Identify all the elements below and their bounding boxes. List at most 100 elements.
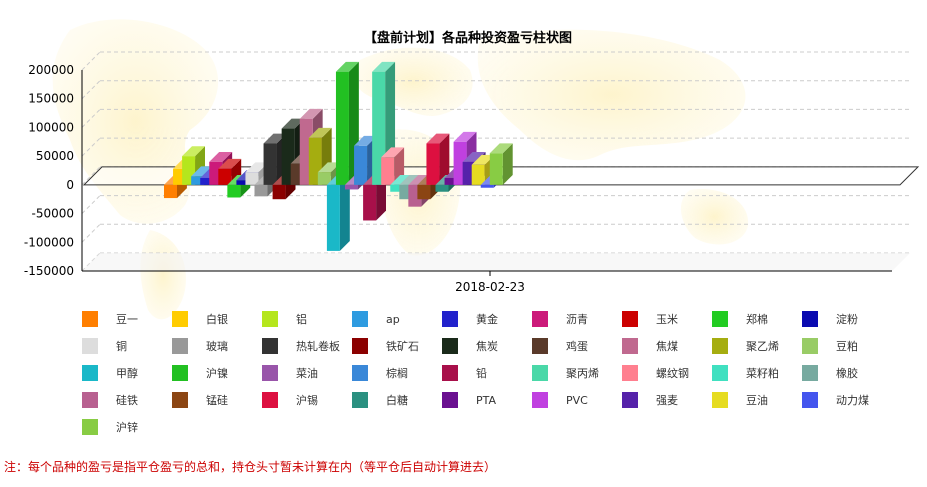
legend-label: 豆油 bbox=[746, 394, 768, 407]
bar-front bbox=[390, 184, 404, 192]
legend-item: 铜 bbox=[82, 338, 127, 354]
legend-swatch bbox=[622, 365, 638, 381]
legend-label: 焦煤 bbox=[656, 340, 678, 353]
bar-side bbox=[231, 158, 242, 185]
legend-item: 沪锡 bbox=[262, 392, 318, 408]
legend-item: 甲醇 bbox=[82, 365, 138, 381]
legend-swatch bbox=[82, 365, 98, 381]
bar-front bbox=[254, 184, 268, 197]
bar-螺纹钢 bbox=[381, 147, 405, 185]
legend-label: 热轧卷板 bbox=[296, 340, 340, 353]
legend-item: 聚丙烯 bbox=[532, 365, 599, 381]
legend-label: 沪锡 bbox=[296, 394, 318, 407]
legend-swatch bbox=[532, 365, 548, 381]
gridline-diagonal bbox=[81, 137, 101, 157]
bar-沪锌 bbox=[489, 143, 513, 185]
legend-label: 铅 bbox=[476, 367, 487, 380]
bar-top bbox=[218, 158, 242, 169]
legend-swatch bbox=[82, 338, 98, 354]
bar-front bbox=[363, 184, 377, 221]
chart-title: 【盘前计划】各品种投资盈亏柱状图 bbox=[364, 30, 572, 46]
bar-front bbox=[326, 184, 340, 251]
bar-side bbox=[376, 174, 386, 221]
legend-label: 黄金 bbox=[476, 313, 498, 326]
bar-top bbox=[308, 127, 332, 138]
legend-swatch bbox=[802, 338, 818, 354]
legend-label: 动力煤 bbox=[836, 394, 869, 407]
gridline-diagonal bbox=[81, 195, 101, 214]
legend-swatch bbox=[622, 392, 638, 408]
legend-item: 玉米 bbox=[622, 311, 678, 327]
bar-front bbox=[200, 177, 214, 185]
bar-top bbox=[489, 143, 513, 154]
y-axis: 200000 150000 100000 50000 0 -50000 -100000 -15… bbox=[24, 63, 83, 278]
legend-swatch bbox=[712, 392, 728, 408]
y-tick-label: 150000 bbox=[28, 92, 74, 106]
legend-item: 锰硅 bbox=[172, 392, 228, 408]
bar-top bbox=[381, 147, 405, 158]
legend-label: 沪镍 bbox=[206, 367, 228, 380]
legend-swatch bbox=[172, 365, 188, 381]
legend-swatch bbox=[622, 338, 638, 354]
legend-item: PVC bbox=[532, 392, 588, 408]
legend-label: 甲醇 bbox=[116, 367, 138, 380]
bar-side bbox=[502, 143, 513, 185]
footnote: 注：每个品种的盈亏是指平仓盈亏的总和，持仓头寸暂未计算在内（等平仓后自动计算进去… bbox=[4, 460, 497, 474]
legend-label: ap bbox=[386, 312, 400, 326]
legend-item: 铅 bbox=[442, 365, 487, 381]
bar-top bbox=[462, 151, 486, 162]
legend-item: 菜籽粕 bbox=[712, 365, 779, 381]
legend-label: 玉米 bbox=[656, 313, 678, 326]
legend-item: 白银 bbox=[172, 311, 228, 327]
legend-swatch bbox=[532, 392, 548, 408]
legend-label: 聚丙烯 bbox=[566, 367, 599, 380]
bar-top bbox=[471, 154, 495, 165]
legend-swatch bbox=[712, 311, 728, 327]
legend-swatch bbox=[82, 311, 98, 327]
legend-swatch bbox=[262, 392, 278, 408]
legend-swatch bbox=[712, 365, 728, 381]
bar-front bbox=[372, 71, 386, 185]
bar-front bbox=[317, 172, 331, 185]
legend-item: 螺纹钢 bbox=[622, 365, 689, 381]
legend-label: 菜籽粕 bbox=[746, 367, 779, 380]
legend-label: PVC bbox=[566, 393, 588, 407]
legend-swatch bbox=[352, 311, 368, 327]
legend-item: 豆一 bbox=[82, 311, 138, 327]
legend-label: 强麦 bbox=[656, 394, 678, 407]
y-tick-label: 50000 bbox=[36, 149, 74, 163]
legend-item: 黄金 bbox=[442, 311, 498, 327]
legend-label: 沥青 bbox=[566, 313, 588, 326]
bar-top bbox=[191, 166, 215, 177]
legend-label: 菜油 bbox=[296, 367, 318, 380]
legend-item: 沪镍 bbox=[172, 365, 228, 381]
legend-label: 白银 bbox=[206, 313, 228, 326]
bar-front bbox=[236, 180, 250, 185]
legend-swatch bbox=[802, 311, 818, 327]
bar-front bbox=[426, 143, 440, 185]
bar-top bbox=[354, 135, 377, 146]
legend-label: 淀粉 bbox=[836, 313, 858, 326]
bar-top bbox=[299, 108, 323, 119]
gridline-diagonal bbox=[81, 51, 101, 71]
legend-swatch bbox=[262, 338, 278, 354]
bar-front bbox=[354, 145, 368, 185]
legend-item: 豆油 bbox=[712, 392, 768, 408]
floor-plane bbox=[82, 253, 910, 271]
legend-label: 白糖 bbox=[386, 394, 408, 407]
legend-item: 聚乙烯 bbox=[712, 338, 779, 354]
legend-label: 硅铁 bbox=[116, 394, 138, 407]
bar-front bbox=[218, 168, 232, 185]
legend-label: 豆一 bbox=[116, 313, 138, 326]
bar-side bbox=[339, 174, 350, 251]
bar-沪锡 bbox=[426, 133, 450, 185]
legend-label: 郑棉 bbox=[746, 313, 768, 326]
bar-top bbox=[426, 133, 450, 144]
legend-label: 铜 bbox=[116, 340, 127, 353]
legend-label: 橡胶 bbox=[836, 367, 858, 380]
bar-front bbox=[335, 71, 349, 185]
bar-top bbox=[245, 162, 269, 173]
legend-item: 淀粉 bbox=[802, 311, 858, 327]
legend-swatch bbox=[802, 392, 818, 408]
legend-swatch bbox=[442, 392, 458, 408]
